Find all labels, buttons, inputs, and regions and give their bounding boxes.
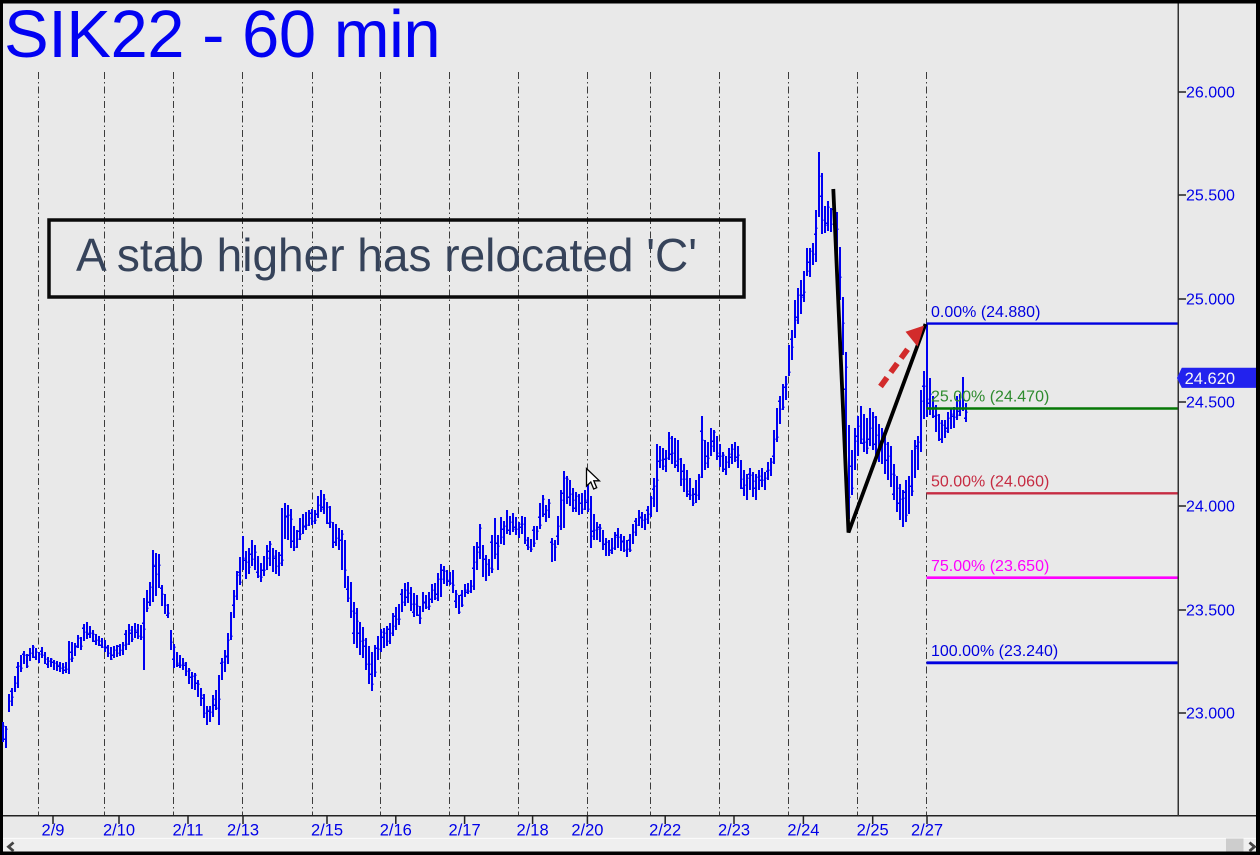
svg-text:A stab higher has relocated 'C: A stab higher has relocated 'C': [76, 229, 697, 281]
svg-text:24.500: 24.500: [1186, 395, 1235, 412]
svg-text:26.000: 26.000: [1186, 85, 1235, 102]
svg-text:75.00% (23.650): 75.00% (23.650): [931, 558, 1049, 575]
svg-text:2/25: 2/25: [857, 821, 889, 839]
svg-text:2/15: 2/15: [311, 821, 343, 839]
svg-text:2/23: 2/23: [718, 821, 750, 839]
svg-text:2/24: 2/24: [787, 821, 819, 839]
svg-text:SIK22 - 60 min: SIK22 - 60 min: [4, 0, 440, 72]
svg-text:50.00% (24.060): 50.00% (24.060): [931, 474, 1049, 491]
svg-text:2/11: 2/11: [173, 821, 204, 839]
svg-text:2/9: 2/9: [42, 821, 65, 839]
svg-text:23.000: 23.000: [1186, 706, 1235, 723]
svg-text:25.000: 25.000: [1186, 292, 1235, 309]
svg-text:24.620: 24.620: [1185, 370, 1235, 388]
svg-text:2/16: 2/16: [380, 821, 412, 839]
svg-text:23.500: 23.500: [1186, 603, 1235, 620]
svg-text:2/17: 2/17: [449, 821, 481, 839]
svg-text:25.00% (24.470): 25.00% (24.470): [931, 389, 1049, 406]
svg-text:2/20: 2/20: [571, 821, 603, 839]
svg-text:2/22: 2/22: [649, 821, 681, 839]
svg-text:2/10: 2/10: [103, 821, 135, 839]
svg-text:24.000: 24.000: [1186, 499, 1235, 516]
svg-text:25.500: 25.500: [1186, 188, 1235, 205]
svg-text:2/27: 2/27: [911, 821, 943, 839]
svg-text:2/13: 2/13: [227, 821, 259, 839]
svg-text:100.00% (23.240): 100.00% (23.240): [931, 643, 1058, 660]
svg-text:2/18: 2/18: [517, 821, 549, 839]
svg-text:0.00% (24.880): 0.00% (24.880): [931, 304, 1040, 321]
